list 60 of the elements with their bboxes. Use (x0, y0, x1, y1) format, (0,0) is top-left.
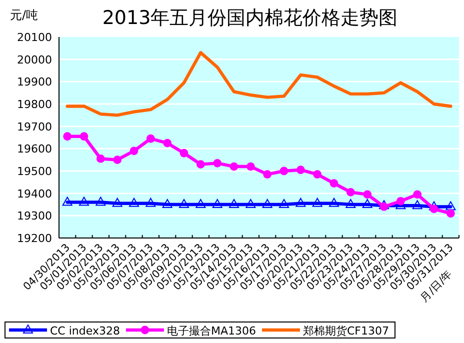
point (446, 209, 455, 218)
point (262, 199, 272, 208)
point (113, 156, 122, 164)
y-tick-label: 19500 (17, 165, 52, 178)
y-tick-label: 19200 (17, 232, 52, 245)
y-tick-label: 19400 (17, 187, 52, 200)
point (346, 188, 355, 196)
point (280, 166, 288, 176)
point (163, 138, 172, 148)
point (362, 199, 372, 208)
point (96, 154, 105, 163)
point (230, 162, 238, 171)
point (296, 198, 306, 207)
point (63, 132, 72, 141)
point (146, 198, 156, 207)
point (412, 200, 422, 210)
point (313, 170, 322, 179)
point (212, 199, 222, 208)
point (413, 190, 422, 199)
point (330, 179, 338, 188)
y-tick-label: 19700 (17, 120, 52, 134)
point (229, 199, 239, 208)
chart-title: 2013年五月份国内棉花价格走势图 (102, 7, 398, 29)
point (96, 196, 106, 206)
point (179, 199, 189, 208)
point (146, 134, 155, 143)
y-tick-label: 19800 (17, 98, 52, 111)
point (213, 158, 222, 168)
point (346, 199, 356, 208)
point (446, 201, 456, 210)
point (62, 196, 72, 206)
point (196, 160, 205, 168)
y-tick-label: 20100 (17, 31, 52, 44)
y-axis-title: 元/吨 (10, 8, 38, 22)
legend-label: 电子撮合MA1306 (166, 324, 256, 338)
legend-label: 郑棉期货CF1307 (302, 324, 389, 338)
point (162, 199, 172, 208)
point (296, 166, 305, 174)
point (129, 198, 139, 207)
point (396, 196, 405, 206)
point (180, 148, 188, 158)
point (196, 199, 206, 208)
y-tick-label: 19900 (17, 76, 52, 89)
point (246, 162, 255, 171)
point (79, 196, 89, 206)
point (430, 204, 438, 214)
point (246, 199, 256, 208)
point (363, 190, 372, 199)
point (279, 199, 289, 208)
y-tick-label: 19300 (17, 210, 52, 223)
y-tick-label: 19600 (17, 142, 52, 156)
point (80, 132, 88, 141)
y-tick-label: 20000 (17, 53, 52, 66)
point (263, 170, 272, 179)
point (329, 198, 339, 207)
point (312, 198, 322, 207)
point (130, 146, 138, 156)
legend-label: CC index328 (50, 324, 120, 338)
point (112, 198, 122, 207)
point (380, 202, 388, 211)
